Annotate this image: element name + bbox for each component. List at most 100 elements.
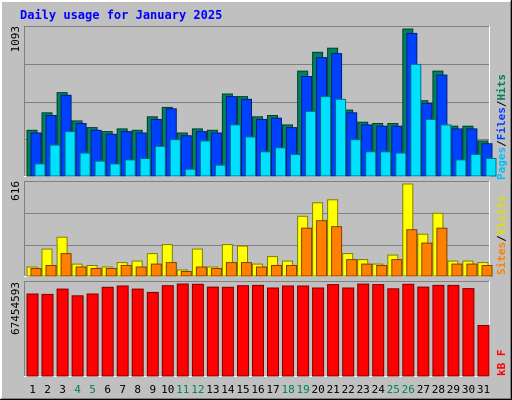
- bar-pages-day-29: [455, 159, 467, 177]
- kbytes-panel-legend: kB F: [495, 350, 508, 377]
- bar-sites-day-16: [256, 266, 267, 277]
- day-label-10: 10: [161, 383, 174, 396]
- bar-sites-day-27: [421, 242, 433, 277]
- bar-sites-day-25: [391, 259, 403, 277]
- day-label-20: 20: [311, 383, 324, 396]
- bar-sites-day-24: [376, 265, 388, 277]
- legend-sites: Sites: [495, 242, 508, 275]
- bar-pages-day-30: [470, 154, 482, 177]
- day-label-22: 22: [342, 383, 355, 396]
- bar-kb-f-day-12: [191, 283, 204, 377]
- day-label-7: 7: [119, 383, 126, 396]
- bar-sites-day-19: [301, 227, 313, 277]
- visits-axis-max-label: 616: [9, 181, 22, 201]
- bar-sites-day-7: [120, 265, 132, 277]
- bar-pages-day-18: [290, 154, 301, 177]
- bar-pages-day-2: [49, 144, 61, 177]
- day-label-8: 8: [134, 383, 141, 396]
- hits-panel-legend: Pages/Files/Hits: [495, 74, 508, 180]
- bar-kb-f-day-17: [267, 287, 279, 377]
- bar-pages-day-27: [425, 119, 437, 177]
- bar-kb-f-day-1: [26, 293, 39, 377]
- bar-sites-day-9: [150, 263, 162, 277]
- bar-pages-day-23: [365, 151, 377, 177]
- bar-pages-day-14: [229, 124, 241, 177]
- day-label-13: 13: [206, 383, 219, 396]
- day-label-16: 16: [251, 383, 264, 396]
- bar-sites-day-22: [346, 259, 358, 277]
- bar-kb-f-day-14: [221, 286, 234, 377]
- bar-kb-f-day-19: [297, 285, 310, 377]
- day-label-30: 30: [462, 383, 475, 396]
- bar-sites-day-12: [195, 266, 207, 277]
- day-label-9: 9: [149, 383, 156, 396]
- bar-sites-day-29: [451, 263, 463, 277]
- bar-pages-day-31: [485, 158, 497, 177]
- bar-pages-day-4: [79, 152, 91, 177]
- bar-sites-day-15: [241, 262, 252, 277]
- day-label-18: 18: [281, 383, 294, 396]
- bar-kb-f-day-23: [357, 283, 370, 377]
- bar-kb-f-day-6: [101, 286, 114, 377]
- day-label-3: 3: [59, 383, 66, 396]
- day-label-5: 5: [89, 383, 96, 396]
- bar-kb-f-day-22: [342, 287, 355, 377]
- bar-kb-f-day-8: [131, 288, 144, 377]
- bar-sites-day-5: [90, 268, 102, 277]
- bar-pages-day-10: [169, 139, 181, 177]
- legend-separator: /: [495, 140, 508, 147]
- bar-pages-day-1: [34, 163, 46, 177]
- legend-separator: /: [495, 100, 508, 107]
- bar-kb-f-day-11: [176, 283, 189, 377]
- bar-kb-f-day-3: [56, 288, 69, 377]
- bar-pages-day-25: [395, 152, 407, 177]
- bar-kb-f-day-28: [432, 284, 445, 377]
- bar-kb-f-day-29: [447, 284, 460, 377]
- bar-kb-f-day-10: [161, 285, 174, 377]
- day-label-6: 6: [104, 383, 111, 396]
- panel-hits_files_pages: [24, 26, 497, 177]
- bar-pages-day-21: [335, 98, 347, 177]
- legend-pages: Pages: [495, 147, 508, 180]
- bar-sites-day-30: [466, 263, 478, 277]
- bar-kb-f-day-5: [86, 293, 99, 377]
- day-label-23: 23: [357, 383, 370, 396]
- bar-pages-day-6: [109, 163, 121, 177]
- bar-sites-day-6: [105, 268, 117, 277]
- bar-pages-day-15: [245, 136, 256, 177]
- bar-sites-day-8: [135, 266, 147, 277]
- bar-kb-f-day-16: [252, 284, 264, 377]
- legend-separator: /: [495, 235, 508, 242]
- bar-kb-f-day-30: [462, 288, 475, 377]
- day-label-27: 27: [417, 383, 430, 396]
- chart-title: Daily usage for January 2025: [20, 8, 222, 22]
- bar-kb-f-day-20: [312, 287, 325, 377]
- visits-panel-legend: Sites/Visits: [495, 196, 508, 276]
- bar-sites-day-14: [225, 262, 237, 277]
- bar-kb-f-day-18: [282, 285, 294, 377]
- bar-kb-f-day-21: [327, 284, 340, 377]
- bar-sites-day-10: [165, 262, 177, 277]
- day-label-15: 15: [236, 383, 249, 396]
- bar-kb-f-day-25: [387, 288, 400, 377]
- bar-pages-day-5: [94, 160, 106, 177]
- bar-pages-day-26: [410, 63, 422, 177]
- day-label-24: 24: [372, 383, 386, 396]
- bar-sites-day-1: [30, 268, 42, 277]
- bar-pages-day-9: [154, 145, 166, 177]
- bar-sites-day-31: [481, 265, 493, 277]
- day-label-28: 28: [432, 383, 445, 396]
- day-label-4: 4: [74, 383, 81, 396]
- bar-pages-day-22: [350, 139, 362, 177]
- bar-kb-f-day-7: [116, 285, 129, 377]
- bar-pages-day-13: [214, 164, 226, 177]
- day-label-1: 1: [29, 383, 36, 396]
- bar-pages-day-8: [139, 158, 151, 177]
- bar-pages-day-16: [260, 151, 271, 177]
- bar-kb-f-day-24: [372, 284, 385, 377]
- day-label-12: 12: [191, 383, 204, 396]
- bar-pages-day-7: [124, 159, 136, 177]
- bar-kb-f-day-15: [237, 285, 249, 377]
- day-label-11: 11: [176, 383, 189, 396]
